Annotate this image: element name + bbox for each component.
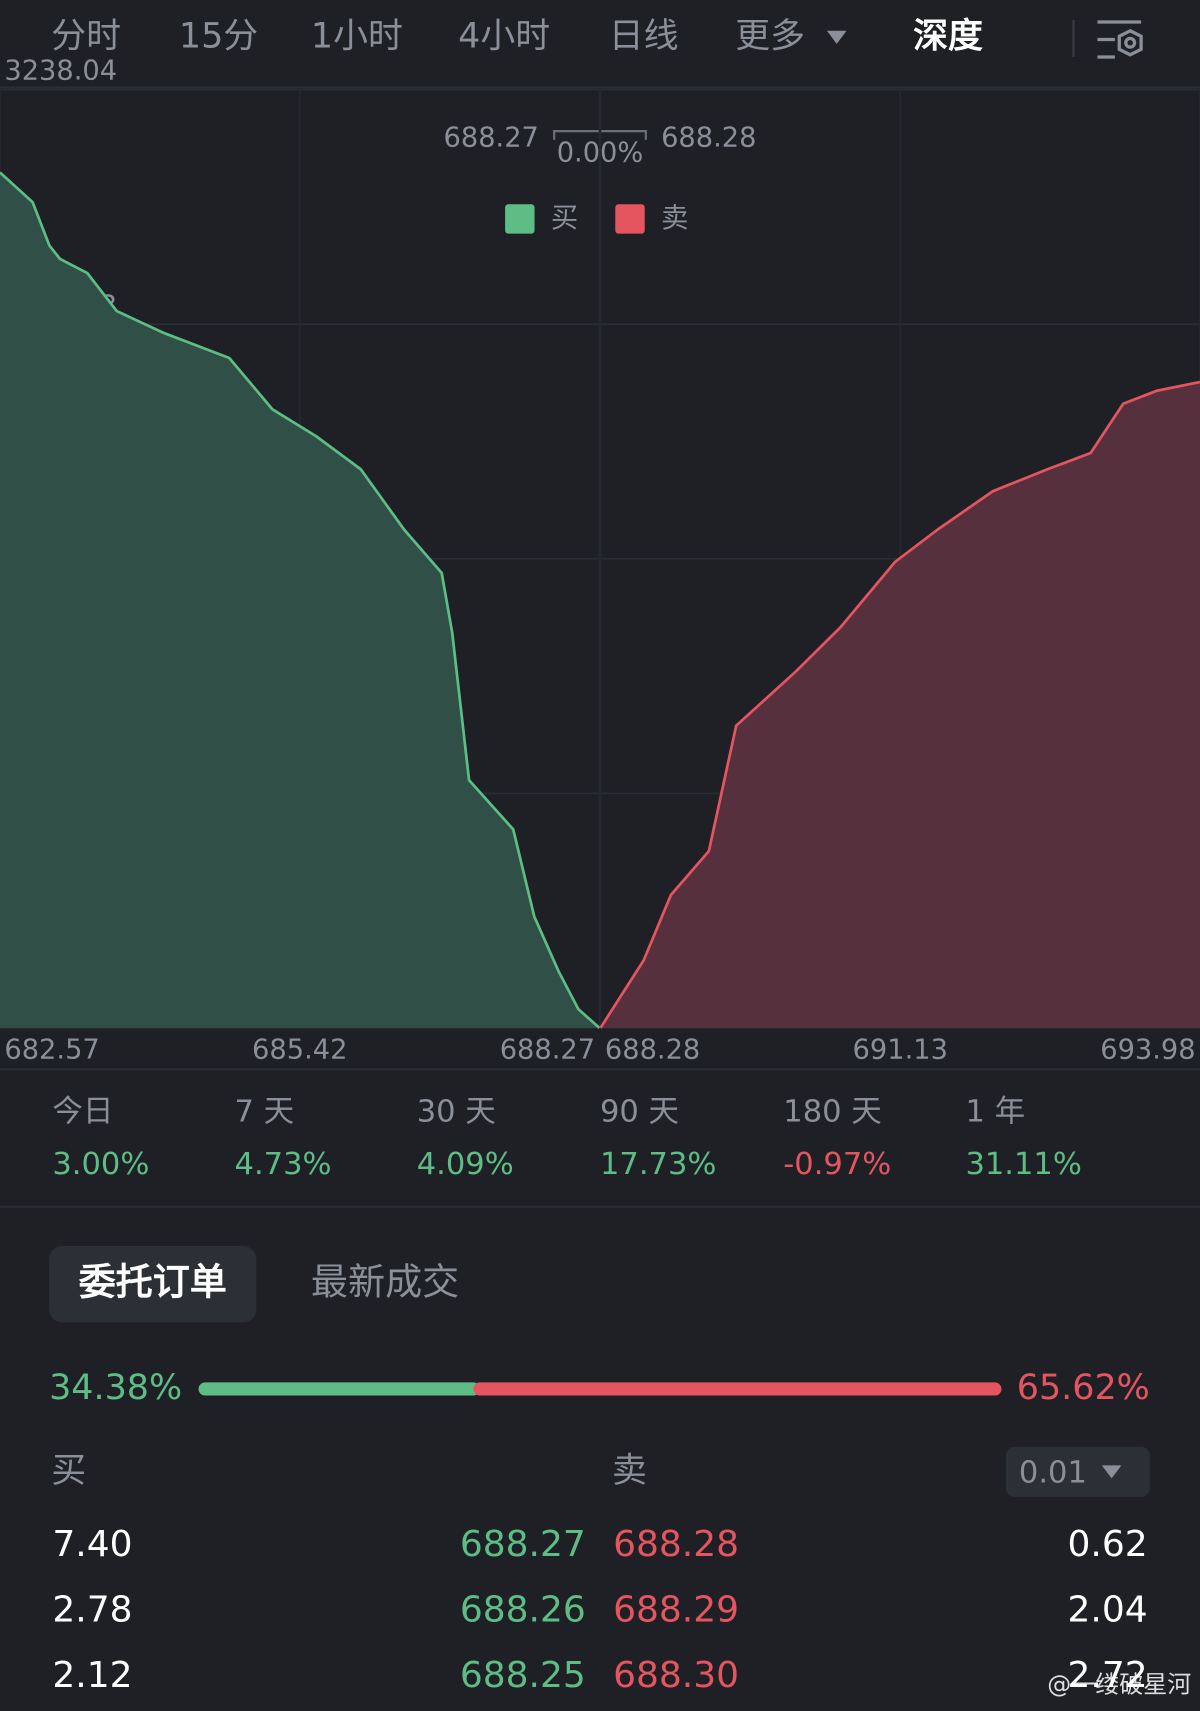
ask-price: 688.30 [613,1655,739,1696]
stat-label: 180 天 [783,1094,882,1129]
legend-swatch [615,204,645,234]
bid-price: 688.27 [460,1524,586,1565]
stat-label: 90 天 [600,1094,679,1129]
stat-change: 4.09% [417,1147,514,1182]
mid-bid: 688.27 [444,122,539,153]
watermark: @一缕破星河 [1047,1671,1191,1699]
stat-change: 3.00% [52,1147,149,1182]
legend-label: 买 [551,203,578,234]
x-tick-label: 682.57 [4,1034,99,1065]
stat-change: 31.11% [965,1147,1081,1182]
legend-swatch [505,204,535,234]
mid-ask: 688.28 [661,122,756,153]
stat-label: 1 年 [965,1094,1025,1129]
buy-ratio: 34.38% [49,1368,182,1408]
stat-label: 今日 [52,1094,113,1129]
bid-price: 688.25 [460,1655,586,1696]
depth-line [599,380,1200,1029]
legend-label: 卖 [661,203,688,234]
book-header: 买 [51,1451,86,1491]
x-tick-label: 693.98 [1100,1034,1195,1065]
dropdown-arrow [1101,1465,1122,1479]
stat-change: 17.73% [600,1147,716,1182]
x-tick-label: 685.42 [252,1034,347,1065]
tab[interactable]: 日线 [609,16,679,56]
y-tick-label: 3238.04 [4,56,117,87]
x-tick-label: 691.13 [853,1034,948,1065]
x-tick-label: 688.27 [500,1034,595,1065]
tab[interactable]: 更多 [735,16,805,56]
order-tab[interactable]: 委托订单 [79,1261,227,1304]
ask-amount: 0.62 [1067,1524,1147,1565]
tab[interactable]: 1小时 [311,16,403,56]
tab[interactable]: 深度 [913,16,983,56]
bid-amount: 7.40 [52,1524,132,1565]
ask-amount: 2.04 [1067,1590,1147,1631]
tab-active-bg [49,1246,257,1323]
x-tick-label: 688.28 [605,1034,700,1065]
order-tab[interactable]: 最新成交 [311,1261,459,1304]
ask-price: 688.29 [613,1590,739,1631]
stat-change: -0.97% [783,1147,891,1182]
tab[interactable]: 15分 [179,16,258,56]
ask-amount: 2.72 [1067,1655,1147,1696]
depth-area [0,172,600,1028]
bid-price: 688.26 [460,1590,586,1631]
bid-amount: 2.12 [52,1655,132,1696]
settings-icon[interactable] [1097,20,1143,59]
precision-select[interactable] [1005,1446,1150,1497]
depth-area [600,382,1200,1028]
precision[interactable]: 0.01 [1019,1456,1087,1491]
tab[interactable]: 分时 [51,16,121,56]
bid-amount: 2.78 [52,1590,132,1631]
dropdown-arrow [826,30,847,44]
stat-label: 30 天 [417,1094,496,1129]
ask-price: 688.28 [613,1524,739,1565]
tab[interactable]: 4小时 [458,16,550,56]
book-header: 卖 [612,1451,647,1491]
stat-change: 4.73% [235,1147,332,1182]
stat-label: 7 天 [235,1094,295,1129]
mid-spread: 0.00% [557,138,644,169]
depth-line [0,171,601,1029]
sell-ratio: 65.62% [1017,1368,1150,1408]
